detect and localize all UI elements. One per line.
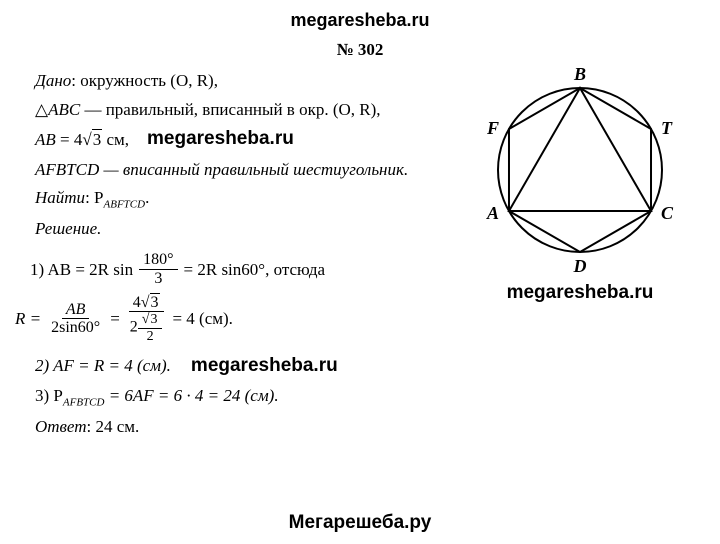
triangle-name: ABC: [48, 100, 80, 119]
watermark-footer: Мегарешеба.ру: [0, 512, 720, 534]
ab-unit: см,: [102, 130, 129, 149]
svg-text:C: C: [661, 203, 674, 223]
svg-text:T: T: [661, 118, 673, 138]
svg-text:F: F: [486, 118, 499, 138]
ab-sqrt: 3: [82, 127, 102, 153]
given-line-3: AB = 43 см, megaresheba.ru: [35, 125, 455, 154]
step-2: 2) AF = R = 4 (см). megaresheba.ru: [35, 352, 455, 381]
triangle-symbol: △: [35, 100, 48, 119]
svg-text:D: D: [573, 256, 587, 276]
step-3: 3) PAFBTCD = 6AF = 6 · 4 = 24 (см).: [35, 383, 455, 411]
given-line-2: △ABC — правильный, вписанный в окр. (O, …: [35, 97, 455, 123]
geometry-diagram: A B C D F T megaresheba.ru: [470, 65, 690, 304]
step-1b: R = AB 2sin60° = 43 2 3 2 = 4 (см).: [15, 294, 455, 344]
solution-label: Решение.: [35, 216, 455, 242]
problem-number: № 302: [0, 40, 720, 60]
watermark-diagram: megaresheba.ru: [470, 282, 690, 304]
frac-180-3: 180° 3: [139, 251, 177, 287]
watermark-top: megaresheba.ru: [0, 10, 720, 31]
solution-body: Дано: окружность (O, R), △ABC — правильн…: [35, 68, 455, 443]
step-1a: 1) AB = 2R sin 180° 3 = 2R sin60°, отсюд…: [30, 251, 455, 287]
given-line-1: Дано: окружность (O, R),: [35, 68, 455, 94]
given-circle: : окружность (O, R),: [71, 71, 218, 90]
given-line-4: AFBTCD — вписанный правильный шестиуголь…: [35, 157, 455, 183]
svg-text:A: A: [486, 203, 499, 223]
svg-text:B: B: [573, 65, 586, 84]
given-label: Дано: [35, 71, 71, 90]
frac-nested: 43 2 3 2: [126, 294, 167, 344]
find-line: Найти: PAВFTCD.: [35, 185, 455, 213]
watermark-inline-1: megaresheba.ru: [147, 125, 294, 154]
diagram-svg: A B C D F T: [470, 65, 690, 280]
triangle-text: — правильный, вписанный в окр. (O, R),: [80, 100, 380, 119]
answer-line: Ответ: 24 см.: [35, 414, 455, 440]
ab-label: AB: [35, 130, 56, 149]
frac-ab-sin: AB 2sin60°: [47, 301, 104, 337]
watermark-inline-2: megaresheba.ru: [191, 352, 338, 381]
ab-eq: = 4: [56, 130, 83, 149]
